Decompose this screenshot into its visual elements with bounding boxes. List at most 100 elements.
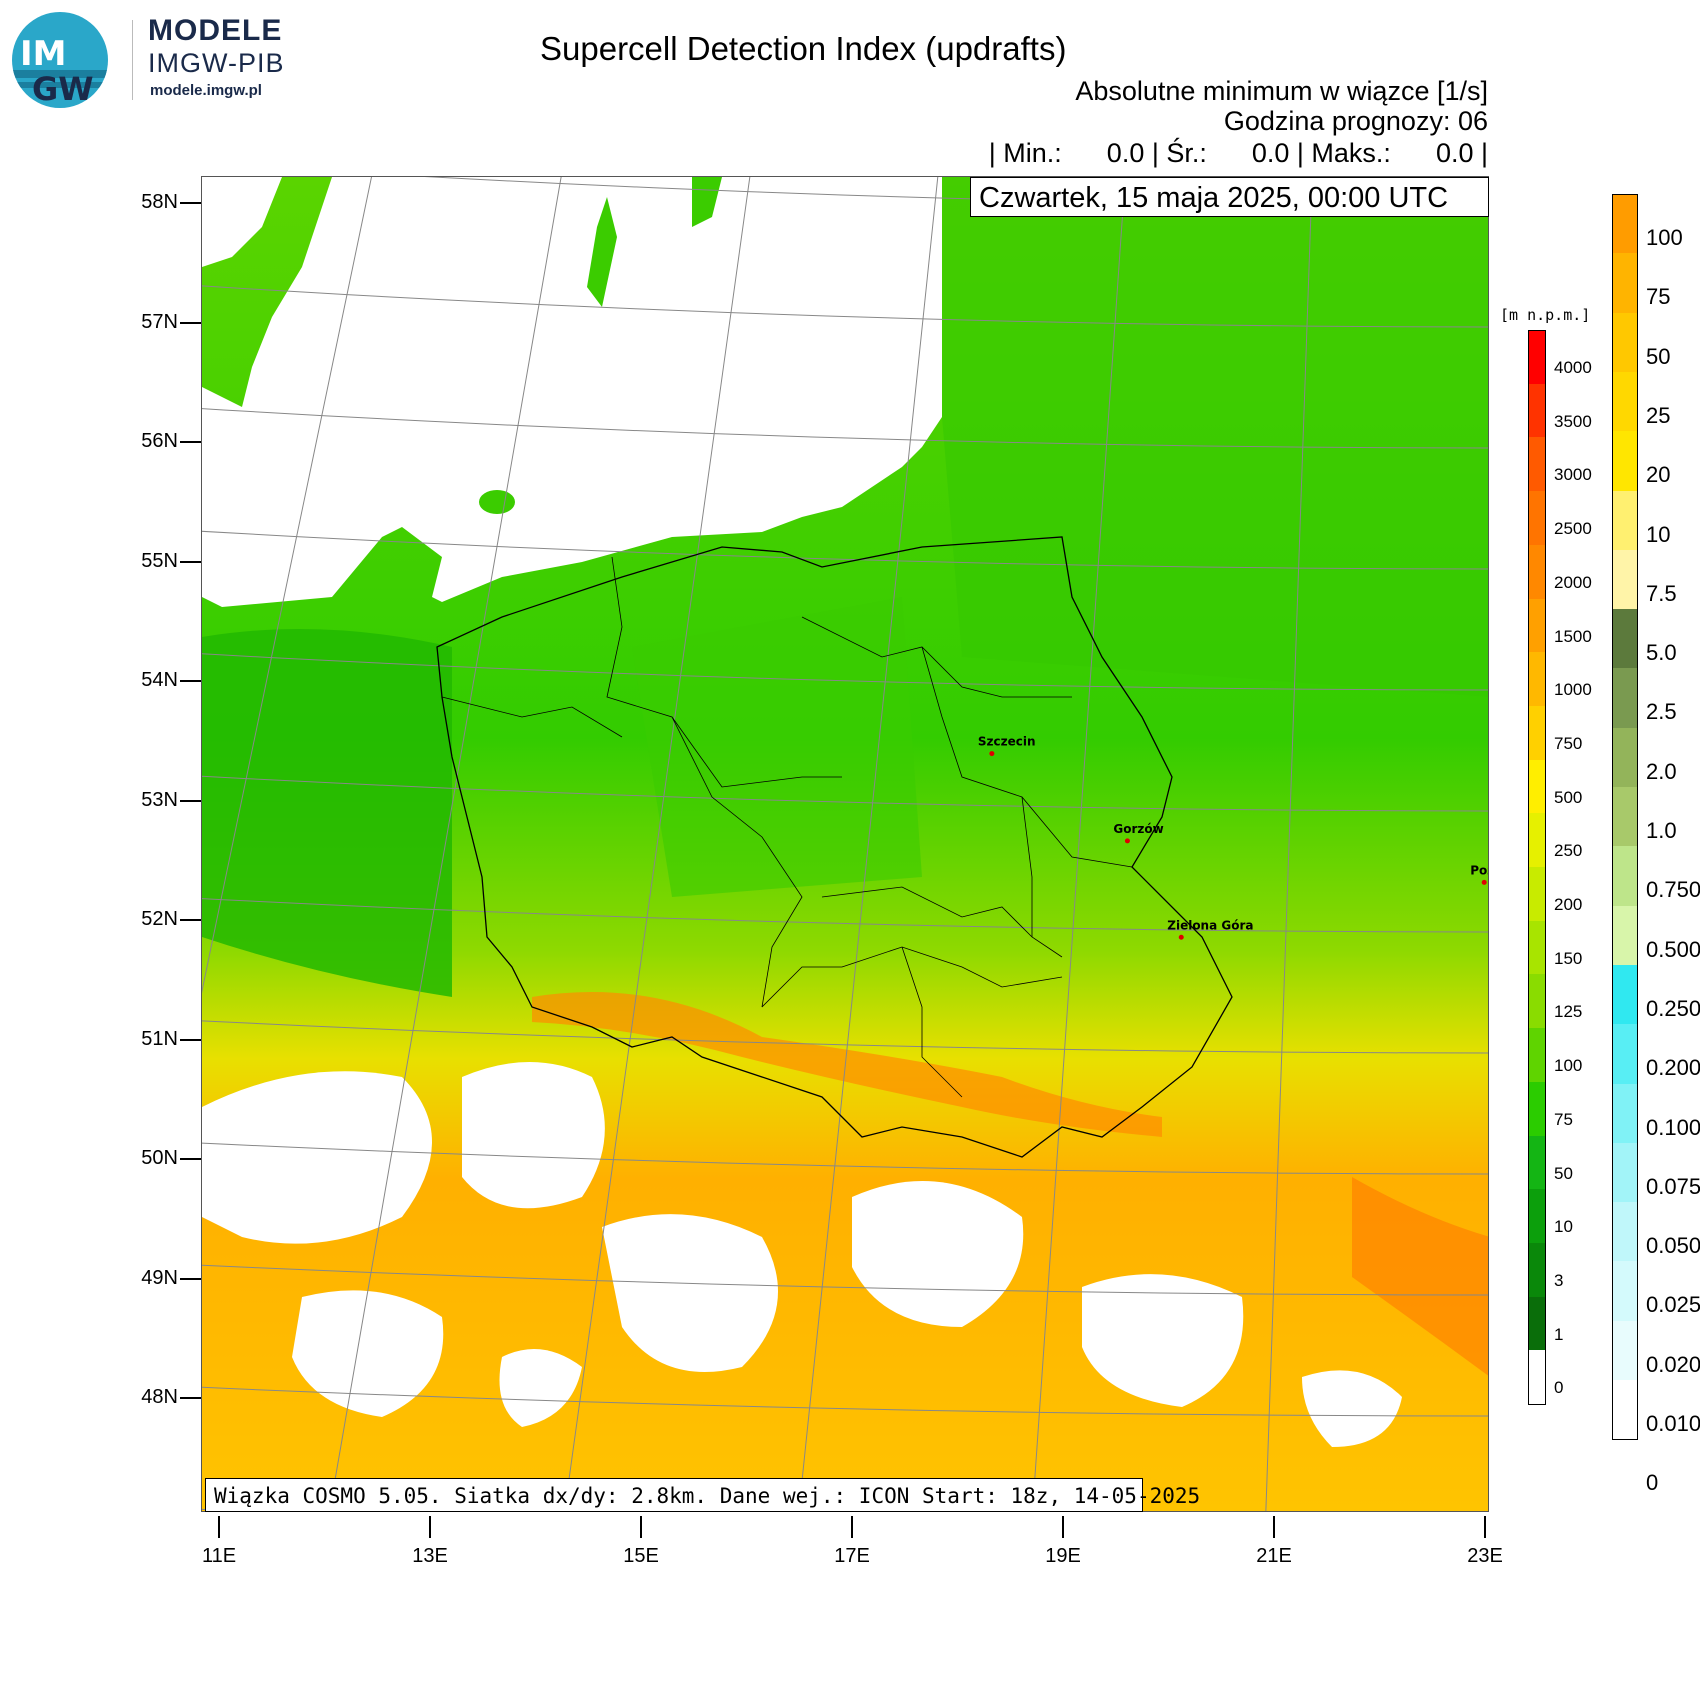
index-legend-label: 0.020 [1646,1351,1700,1377]
terrain-legend-swatch [1528,1350,1546,1405]
lat-tick [180,560,201,563]
lon-tick [218,1516,220,1538]
city-marker: Gorzów [1113,822,1164,844]
meridian-line [564,177,751,1511]
brand-url[interactable]: modele.imgw.pl [150,82,262,99]
parallel-line [202,898,1488,933]
index-legend-swatch [1612,846,1638,907]
lon-label: 23E [1467,1545,1503,1567]
index-legend-label: 7.5 [1646,580,1677,606]
oland-island [587,197,617,307]
index-legend-swatch [1612,787,1638,848]
city-marker: Poznań [1470,863,1488,885]
brand-separator [132,20,133,100]
lat-label: 48N [141,1386,178,1408]
forecast-map: GdańskOlsztynSuwałkiBiałystokSzczecinByd… [202,177,1488,1511]
terrain-legend-swatch [1528,1081,1546,1137]
terrain-legend-swatch [1528,544,1546,600]
field-mid [632,597,922,897]
map-panel: GdańskOlsztynSuwałkiBiałystokSzczecinByd… [201,176,1489,1512]
index-legend-swatch [1612,371,1638,433]
lon-tick [640,1516,642,1538]
index-legend-swatch [1612,1320,1638,1381]
index-legend-label: 0.250 [1646,995,1700,1021]
terrain-legend-label: 200 [1554,895,1583,914]
meridian-line [1032,177,1126,1511]
lon-label: 21E [1256,1545,1292,1567]
index-legend-swatch [1612,1083,1638,1144]
lat-label: 56N [141,430,178,452]
index-legend-swatch [1612,905,1638,966]
city-dot [1178,934,1184,940]
parallel-line [202,653,1488,691]
terrain-legend-swatch [1528,1242,1546,1298]
city-marker: Szczecin [978,735,1036,757]
city-label: Gorzów [1113,822,1163,836]
index-legend-label: 0.075 [1646,1173,1700,1199]
terrain-legend-label: 500 [1554,787,1583,807]
terrain-legend-swatch [1528,705,1546,761]
terrain-legend-label: 1000 [1554,680,1592,700]
field-stats: | Min.: 0.0 | Śr.: 0.0 | Maks.: 0.0 | [988,138,1488,168]
index-legend-swatch [1612,1380,1638,1441]
terrain-legend-swatch [1528,813,1546,868]
index-legend-swatch [1612,312,1638,373]
white-patches [202,1062,1402,1447]
index-legend-label: 0.500 [1646,936,1700,962]
lon-label: 15E [623,1545,659,1567]
city-marker: Zielona Góra [1167,918,1254,940]
index-legend-label: 0.025 [1646,1292,1700,1318]
lon-label: 11E [201,1545,237,1567]
index-legend-swatch [1612,1261,1638,1322]
terrain-legend-label: 100 [1554,1056,1583,1076]
lat-label: 57N [141,310,178,333]
index-legend-swatch [1612,549,1638,611]
index-legend-label: 0.100 [1646,1114,1700,1140]
index-legend-label: 0.010 [1646,1411,1700,1436]
voivodeship-borders [441,556,1133,1098]
lon-label: 13E [412,1545,448,1567]
terrain-legend-label: 3500 [1554,411,1592,431]
parallel-line [202,1386,1488,1417]
index-legend-label: 0 [1646,1470,1659,1496]
map-title: Supercell Detection Index (updrafts) [540,30,1067,67]
terrain-legend-swatch [1528,1296,1546,1352]
city-dot [1481,879,1487,885]
logo-text-bottom: GW [32,70,94,108]
logo-text-top: IM [20,34,67,74]
lon-tick [429,1516,431,1538]
index-legend-label: 10 [1646,521,1671,547]
lat-label: 55N [141,549,178,572]
field-east-sea [922,177,1488,697]
index-legend-swatch [1612,1202,1638,1263]
index-legend-label: 25 [1646,402,1671,428]
index-legend-swatch [1612,1142,1638,1204]
terrain-legend-swatch [1528,652,1546,707]
lat-tick [180,1397,201,1399]
lon-label: 17E [834,1545,870,1567]
parallel-line [202,408,1488,449]
lat-tick [180,1158,201,1160]
terrain-legend-swatch [1528,1135,1546,1191]
index-legend-swatch [1612,964,1638,1026]
terrain-legend-swatch [1528,491,1546,546]
mountain-band [532,992,1162,1137]
index-legend-label: 2.5 [1646,699,1677,725]
index-legend-label: 0.050 [1646,1233,1700,1259]
index-legend-swatch [1612,490,1638,551]
run-info: Wiązka COSMO 5.05. Siatka dx/dy: 2.8km. … [205,1478,1200,1512]
index-legend-label: 100 [1646,225,1683,250]
imgw-logo: IM GW [12,12,108,108]
terrain-legend-label: 2000 [1554,572,1592,592]
map-subtitle: Absolutne minimum w wiązce [1/s] [1075,76,1488,106]
terrain-legend-label: 0 [1554,1378,1564,1398]
terrain-legend-swatch [1528,1028,1546,1083]
graticule [202,177,1488,1511]
meridian-line [202,177,373,994]
index-legend-swatch [1612,1024,1638,1085]
index-legend-label: 5.0 [1646,640,1677,666]
lat-tick [180,919,201,921]
terrain-legend-swatch [1528,330,1546,385]
lat-label: 58N [141,191,178,213]
parallel-line [202,1264,1488,1296]
